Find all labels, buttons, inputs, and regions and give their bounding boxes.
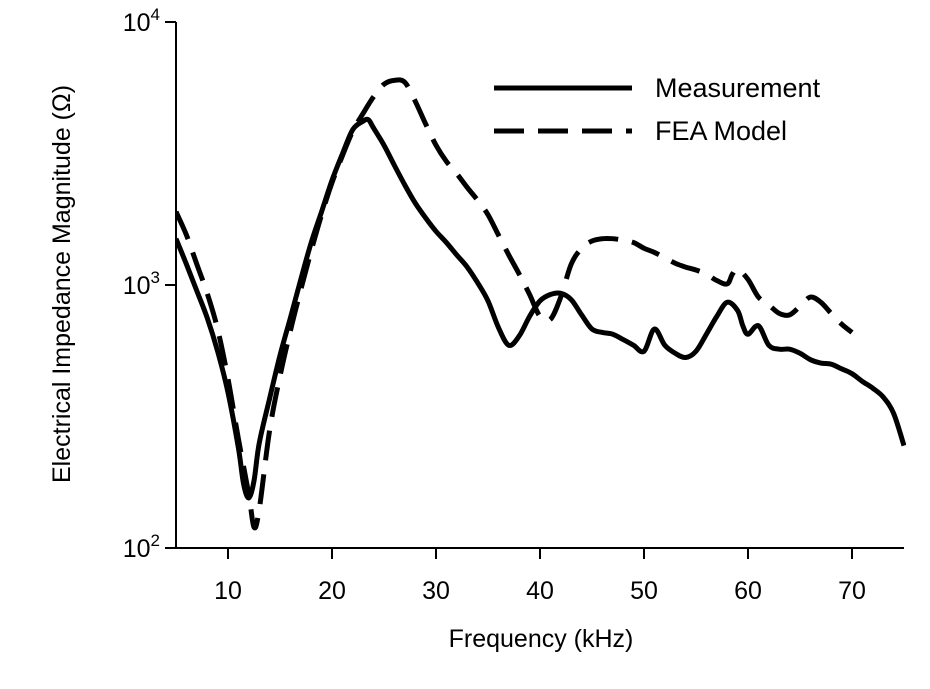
legend: Measurement FEA Model [494, 73, 821, 146]
x-tick-label: 40 [526, 577, 554, 605]
legend-label: FEA Model [655, 116, 787, 146]
x-tick-label: 30 [422, 577, 450, 605]
x-tick-label: 20 [318, 577, 346, 605]
series-line-measurement [176, 116, 906, 501]
y-tick-label: 102 [123, 531, 160, 563]
axes-group: 10 20 30 40 50 60 70 102 103 104 [123, 5, 904, 605]
x-axis-title: Frequency (kHz) [449, 625, 634, 653]
x-tick-label: 50 [630, 577, 658, 605]
x-tick-label: 60 [734, 577, 762, 605]
y-tick-label: 103 [123, 268, 160, 300]
y-tick-label: 104 [123, 5, 160, 37]
series-group [176, 77, 906, 531]
y-axis-title: Electrical Impedance Magnitude (Ω) [48, 85, 76, 483]
series-line-fea-model [176, 77, 854, 531]
x-tick-label: 10 [214, 577, 242, 605]
legend-label: Measurement [655, 73, 821, 103]
x-tick-label: 70 [838, 577, 866, 605]
